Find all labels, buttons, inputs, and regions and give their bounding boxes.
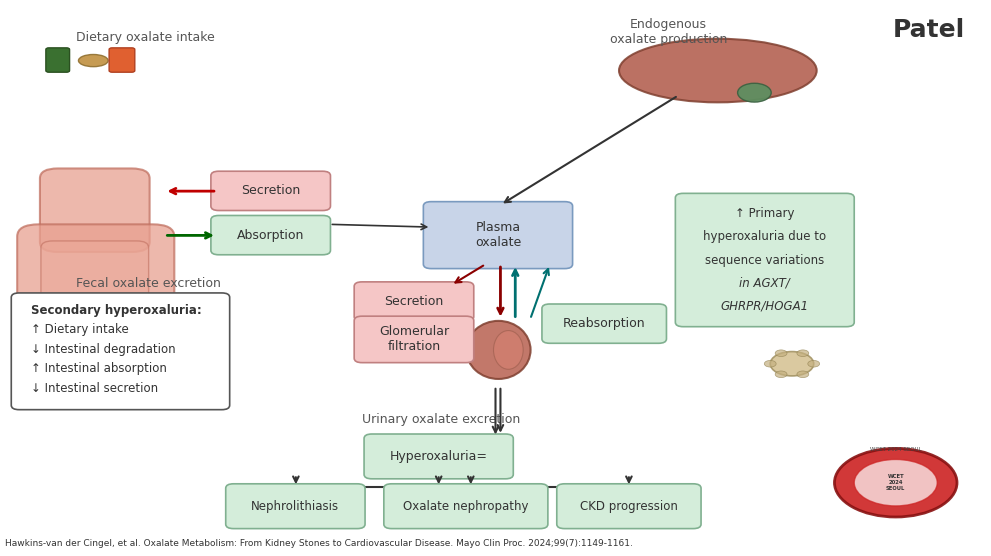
Text: ↑ Intestinal absorption: ↑ Intestinal absorption bbox=[31, 363, 166, 375]
FancyBboxPatch shape bbox=[46, 48, 69, 72]
Text: Patel: Patel bbox=[893, 18, 965, 42]
FancyBboxPatch shape bbox=[354, 316, 474, 363]
Text: WCET 2024 SEOUL: WCET 2024 SEOUL bbox=[870, 447, 922, 452]
Text: Absorption: Absorption bbox=[237, 229, 304, 242]
Text: Oxalate nephropathy: Oxalate nephropathy bbox=[403, 500, 528, 513]
FancyBboxPatch shape bbox=[542, 304, 667, 343]
Text: Nephrolithiasis: Nephrolithiasis bbox=[252, 500, 340, 513]
Text: Secretion: Secretion bbox=[241, 185, 300, 197]
Text: ↑ Primary: ↑ Primary bbox=[735, 207, 795, 220]
Text: Fecal oxalate excretion: Fecal oxalate excretion bbox=[75, 277, 220, 290]
FancyBboxPatch shape bbox=[17, 224, 174, 324]
FancyBboxPatch shape bbox=[226, 484, 365, 529]
Ellipse shape bbox=[494, 331, 523, 369]
FancyBboxPatch shape bbox=[11, 293, 230, 410]
Circle shape bbox=[775, 350, 787, 356]
FancyBboxPatch shape bbox=[423, 202, 573, 269]
Text: sequence variations: sequence variations bbox=[706, 254, 825, 266]
FancyBboxPatch shape bbox=[211, 171, 330, 211]
FancyBboxPatch shape bbox=[109, 48, 135, 72]
Circle shape bbox=[737, 83, 771, 102]
Circle shape bbox=[854, 459, 937, 506]
Text: Secretion: Secretion bbox=[385, 295, 444, 308]
Circle shape bbox=[797, 371, 809, 378]
FancyBboxPatch shape bbox=[364, 434, 513, 479]
Circle shape bbox=[834, 448, 957, 517]
Text: Plasma
oxalate: Plasma oxalate bbox=[475, 221, 521, 249]
FancyBboxPatch shape bbox=[40, 168, 150, 252]
Text: ↓ Intestinal secretion: ↓ Intestinal secretion bbox=[31, 382, 159, 395]
Text: Urinary oxalate excretion: Urinary oxalate excretion bbox=[362, 413, 520, 425]
Text: WCET
2024
SEOUL: WCET 2024 SEOUL bbox=[886, 474, 906, 491]
FancyBboxPatch shape bbox=[557, 484, 701, 529]
FancyBboxPatch shape bbox=[354, 282, 474, 321]
Circle shape bbox=[797, 350, 809, 356]
FancyBboxPatch shape bbox=[384, 484, 548, 529]
Ellipse shape bbox=[78, 54, 108, 67]
Text: CKD progression: CKD progression bbox=[580, 500, 678, 513]
Text: hyperoxaluria due to: hyperoxaluria due to bbox=[704, 231, 826, 244]
FancyBboxPatch shape bbox=[675, 193, 854, 327]
Circle shape bbox=[775, 371, 787, 378]
Text: ↓ Intestinal degradation: ↓ Intestinal degradation bbox=[31, 343, 175, 356]
Text: Hawkins-van der Cingel, et al. Oxalate Metabolism: From Kidney Stones to Cardiov: Hawkins-van der Cingel, et al. Oxalate M… bbox=[5, 539, 633, 548]
FancyBboxPatch shape bbox=[211, 216, 330, 255]
Text: Reabsorption: Reabsorption bbox=[563, 317, 645, 330]
Text: Dietary oxalate intake: Dietary oxalate intake bbox=[75, 31, 214, 44]
FancyBboxPatch shape bbox=[41, 241, 149, 310]
Text: ↑ Dietary intake: ↑ Dietary intake bbox=[31, 323, 129, 336]
Circle shape bbox=[808, 360, 820, 367]
Text: Glomerular
filtration: Glomerular filtration bbox=[379, 325, 449, 354]
Text: in AGXT/: in AGXT/ bbox=[739, 276, 790, 290]
Text: Endogenous
oxalate production: Endogenous oxalate production bbox=[609, 18, 727, 46]
Ellipse shape bbox=[619, 39, 817, 102]
Ellipse shape bbox=[467, 321, 530, 379]
Text: Secondary hyperoxaluria:: Secondary hyperoxaluria: bbox=[31, 304, 202, 316]
Text: Hyperoxaluria=: Hyperoxaluria= bbox=[389, 450, 488, 463]
Circle shape bbox=[764, 360, 776, 367]
Circle shape bbox=[770, 351, 814, 376]
Text: GHRPR/HOGA1: GHRPR/HOGA1 bbox=[720, 300, 809, 312]
